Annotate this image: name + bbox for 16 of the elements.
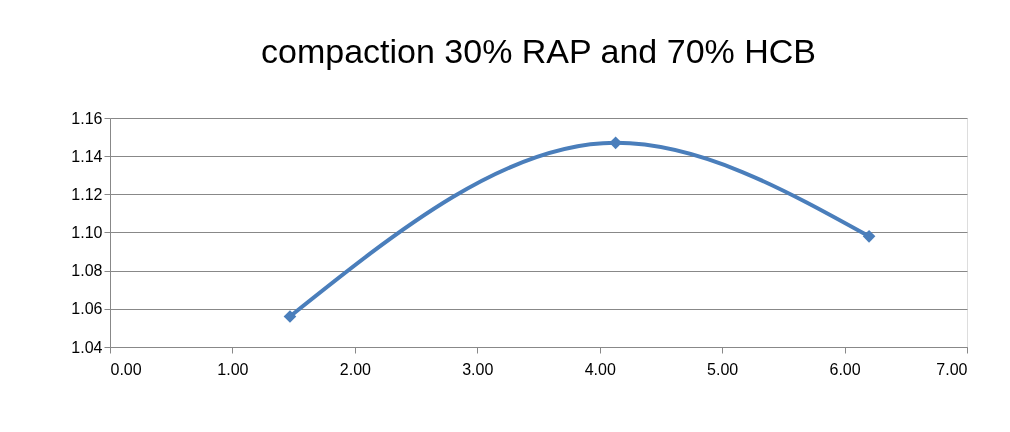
x-tick-label: 7.00 [936, 360, 968, 378]
y-tick-label: 1.14 [71, 147, 103, 165]
x-tick-label: 2.00 [339, 360, 372, 378]
y-tick-label: 1.04 [71, 338, 103, 356]
y-tick-label: 1.16 [71, 109, 103, 127]
y-tick-label: 1.10 [71, 224, 103, 241]
x-tick-label: 4.00 [584, 360, 616, 378]
chart-title: compaction 30% RAP and 70% HCB [260, 32, 817, 70]
x-tick-label: 1.00 [217, 360, 249, 378]
y-tick-label: 1.08 [71, 262, 103, 280]
x-tick-label: 6.00 [829, 360, 861, 378]
x-tick-label: 5.00 [707, 360, 739, 378]
x-tick-label: 0.00 [110, 360, 142, 378]
y-tick-label: 1.12 [71, 185, 103, 203]
x-tick-label: 3.00 [462, 360, 494, 378]
y-tick-label: 1.06 [71, 300, 103, 318]
